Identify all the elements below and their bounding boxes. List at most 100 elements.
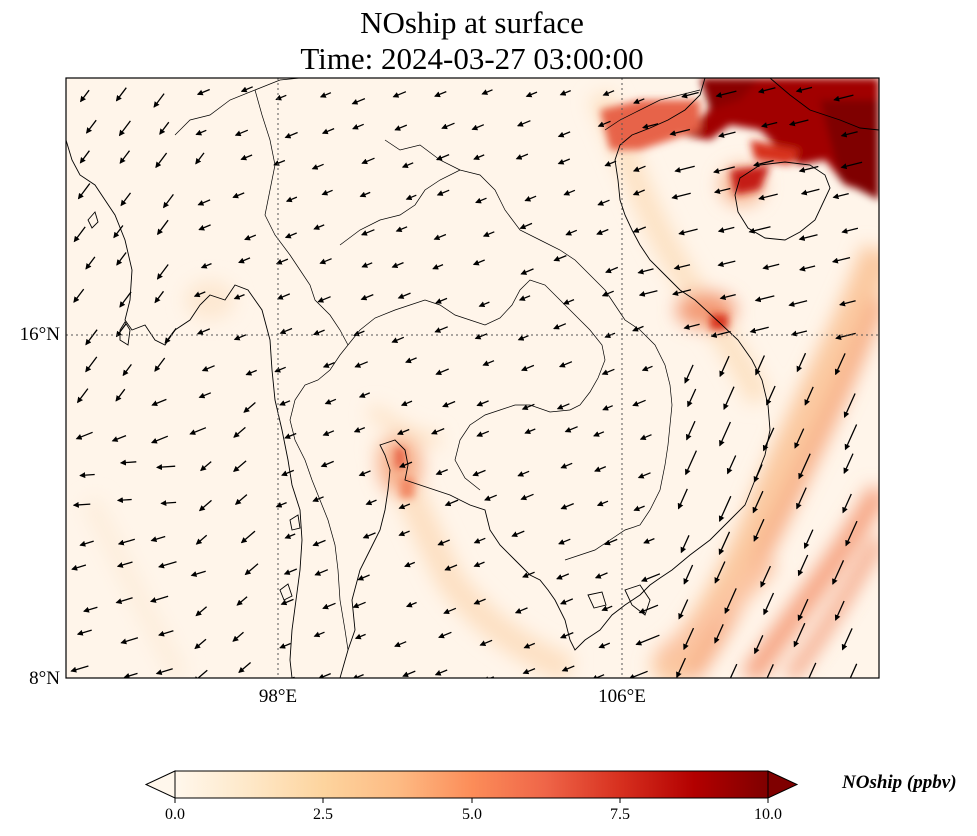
- wind-arrow: [714, 624, 724, 644]
- wind-arrow: [285, 196, 298, 203]
- wind-arrow: [521, 403, 535, 410]
- wind-arrow: [319, 92, 332, 98]
- wind-arrow: [841, 628, 853, 651]
- wind-arrow: [832, 560, 845, 585]
- wind-arrow: [359, 191, 371, 198]
- wind-arrow: [115, 323, 127, 338]
- wind-arrow: [435, 368, 449, 376]
- wind-arrow: [232, 631, 244, 642]
- wind-arrow: [641, 365, 653, 372]
- wind-arrow: [116, 497, 132, 504]
- wind-arrow: [273, 159, 286, 166]
- wind-arrow: [559, 631, 574, 639]
- wind-arrow: [842, 493, 852, 514]
- wind-arrow: [761, 121, 778, 128]
- wind-arrow: [520, 364, 535, 372]
- wind-arrow: [673, 264, 691, 271]
- wind-arrow: [159, 121, 170, 135]
- wind-arrow: [396, 428, 410, 435]
- wind-arrow: [763, 592, 775, 616]
- wind-arrow: [473, 561, 485, 568]
- wind-arrow: [281, 469, 295, 477]
- wind-arrow: [605, 266, 619, 274]
- wind-arrow: [591, 674, 605, 678]
- wind-arrow: [804, 386, 814, 406]
- wind-arrow: [687, 388, 697, 408]
- wind-arrow: [515, 153, 529, 160]
- wind-arrow: [471, 124, 485, 131]
- wind-arrow: [762, 427, 775, 452]
- wind-arrow: [150, 535, 166, 543]
- wind-arrow: [753, 464, 763, 483]
- wind-arrow: [563, 189, 576, 196]
- wind-arrow: [115, 597, 133, 605]
- wind-arrow: [116, 252, 127, 266]
- country-borders: [174, 78, 701, 651]
- wind-arrow: [113, 225, 124, 239]
- wind-arrow: [394, 641, 407, 648]
- wind-arrow: [149, 595, 169, 603]
- wind-arrow: [79, 150, 90, 164]
- colorbar-label: NOship (ppbv): [842, 772, 957, 793]
- wind-arrow: [245, 369, 257, 376]
- wind-arrow: [724, 588, 737, 615]
- wind-arrow: [320, 460, 334, 468]
- wind-arrow: [85, 119, 97, 134]
- wind-arrow: [678, 228, 698, 236]
- concentration-field: [66, 78, 879, 678]
- wind-arrow: [398, 530, 410, 537]
- wind-arrow: [357, 574, 370, 581]
- wind-arrow: [194, 638, 207, 650]
- wind-arrow: [435, 297, 448, 304]
- wind-arrow: [686, 420, 696, 441]
- wind-arrow: [157, 219, 169, 236]
- wind-arrow: [435, 153, 450, 161]
- wind-arrow: [796, 487, 807, 510]
- wind-arrow: [841, 227, 859, 234]
- wind-arrow: [632, 189, 645, 196]
- wind-arrow: [195, 534, 208, 545]
- wind-arrow: [284, 432, 297, 439]
- wind-arrow: [232, 192, 245, 199]
- wind-arrow: [119, 459, 137, 466]
- wind-arrow: [79, 89, 90, 103]
- wind-arrow: [119, 150, 131, 164]
- wind-arrow: [601, 368, 615, 375]
- wind-arrow: [71, 564, 87, 571]
- wind-arrow: [594, 466, 607, 472]
- wind-arrow: [669, 128, 691, 137]
- wind-arrow: [238, 257, 251, 264]
- wind-arrow: [234, 494, 248, 505]
- wind-arrow: [525, 91, 538, 98]
- wind-arrow: [313, 631, 325, 638]
- wind-arrow: [233, 293, 245, 300]
- wind-arrow: [766, 385, 776, 406]
- wind-arrow: [405, 194, 417, 201]
- wind-arrow: [474, 333, 488, 340]
- wind-arrow: [642, 123, 659, 130]
- wind-arrow: [718, 131, 736, 138]
- wind-arrow: [518, 295, 531, 301]
- wind-arrow: [314, 569, 329, 576]
- wind-arrow: [76, 629, 92, 636]
- wind-arrow: [752, 490, 764, 514]
- wind-arrow: [593, 431, 605, 437]
- wind-arrow: [754, 295, 775, 303]
- figure-subtitle: Time: 2024-03-27 03:00:00: [300, 41, 644, 76]
- wind-arrow: [795, 86, 813, 93]
- wind-arrow: [723, 386, 735, 411]
- wind-arrow: [361, 262, 373, 268]
- wind-arrow: [233, 334, 247, 341]
- wind-arrow: [834, 353, 846, 376]
- wind-arrow: [444, 564, 458, 571]
- wind-arrow: [523, 642, 536, 649]
- wind-arrow: [402, 670, 416, 678]
- wind-arrow: [710, 330, 731, 338]
- wind-arrow: [311, 163, 324, 170]
- wind-arrow: [793, 622, 806, 648]
- colorbar-tick-label: 7.5: [610, 806, 630, 823]
- wind-arrow: [322, 602, 336, 610]
- wind-arrow: [553, 323, 567, 330]
- wind-arrow: [434, 326, 448, 333]
